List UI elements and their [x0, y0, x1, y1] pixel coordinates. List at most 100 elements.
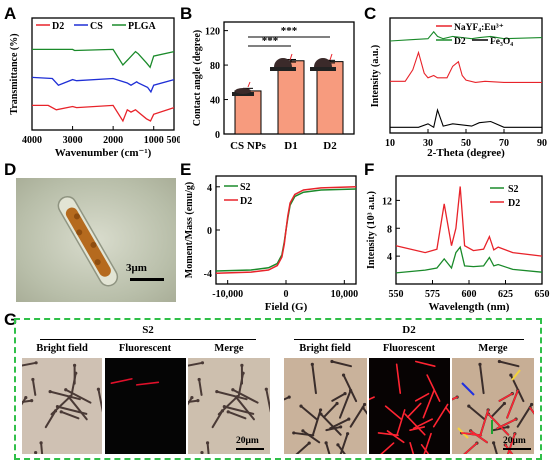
ytick-label: 40: [210, 96, 220, 107]
rod: [339, 432, 349, 454]
panel-c-legend: NaYF₄:Eu³⁺ D2 Fe₃O₄: [436, 23, 513, 47]
legend-f-d2: D2: [508, 198, 520, 209]
rod-head: [506, 425, 510, 429]
rod: [49, 390, 81, 401]
legend-plga: PLGA: [128, 21, 157, 32]
scalebar-s2: [236, 448, 264, 450]
rod-head: [264, 387, 268, 391]
rod: [237, 372, 245, 397]
micrograph-d2-bright: [284, 358, 367, 454]
ytick-label: 120: [205, 27, 220, 38]
rod: [422, 389, 435, 419]
rod: [445, 407, 450, 415]
rod-head: [301, 429, 305, 433]
rod-head: [24, 395, 28, 400]
group-rule-d2: [294, 339, 524, 340]
legend-e-d2: D2: [240, 196, 252, 207]
rod: [377, 432, 399, 437]
rod: [492, 441, 498, 454]
rod: [295, 442, 311, 454]
bar-cs-nps: [234, 90, 262, 135]
ytick-label: -4: [204, 269, 212, 280]
panel-f-emission-chart: Intensity (10³ a.u.) Wavelength (nm) 4 8 1…: [366, 175, 550, 313]
rod-head: [64, 388, 68, 392]
rod: [60, 410, 80, 420]
panel-e-legend: S2 D2: [224, 182, 252, 207]
panel-e-xticks: -10,000 0 10,000: [212, 280, 358, 300]
category-label: D1: [284, 140, 297, 152]
panel-e-ylabel: Moment/Mass (emu/g): [184, 182, 195, 278]
rod: [44, 409, 57, 429]
group-header-d2: D2: [402, 324, 416, 336]
rod: [188, 361, 204, 367]
rod-head: [241, 371, 245, 375]
rod-head: [34, 451, 38, 454]
panel-e-series: [215, 186, 357, 274]
rod: [478, 363, 485, 395]
rod: [414, 392, 430, 402]
rod: [135, 381, 160, 386]
rod: [415, 360, 436, 367]
xtick-label: 90: [537, 138, 547, 149]
rod: [384, 405, 403, 421]
droplet-images: [232, 53, 336, 96]
arrow-blue: [461, 382, 475, 396]
micrograph-d2-merge: [452, 358, 534, 454]
series-line-cs: [31, 76, 175, 94]
droplet-d1: [270, 53, 296, 71]
panel-f-legend: S2 D2: [490, 184, 520, 209]
rod-head: [240, 363, 244, 367]
ytick-label: 80: [210, 61, 220, 72]
category-label: D2: [323, 140, 337, 152]
rod-head: [200, 451, 204, 454]
rod-head: [200, 361, 205, 365]
panel-a-ylabel: Transmittance (%): [9, 33, 20, 114]
rod-head: [363, 402, 367, 407]
rod: [31, 378, 37, 396]
rod-head: [502, 401, 506, 406]
droplet-cs-nps: [232, 81, 254, 96]
ytick-label: 0: [207, 226, 212, 237]
scalebar-d2: [503, 448, 531, 450]
rod-head: [336, 443, 340, 447]
rod-head: [324, 441, 328, 445]
rod: [110, 378, 133, 384]
panel-b-contact-angle-chart: Contact angle (degree) 0 40 80 120 CS NPs D1…: [192, 21, 355, 152]
rod-head: [48, 390, 52, 394]
rod: [215, 390, 248, 401]
panel-c-series: [389, 30, 543, 129]
panel-b-significance: *** ***: [248, 25, 330, 47]
bar-d2: [316, 61, 344, 135]
rod: [50, 395, 72, 416]
rod: [529, 407, 534, 415]
rod: [312, 408, 322, 436]
rod: [395, 363, 402, 394]
rod: [479, 409, 489, 436]
xtick-label: 70: [499, 138, 509, 149]
series-line-plga: [32, 48, 175, 69]
rod: [40, 441, 44, 454]
rod: [68, 396, 88, 421]
series-line-s2: [395, 245, 543, 274]
rod: [325, 441, 331, 454]
rod-head: [339, 425, 343, 429]
rod-head: [68, 394, 72, 399]
rod-head: [215, 390, 219, 394]
rod: [97, 388, 102, 413]
droplet-d2: [310, 53, 336, 71]
panel-b-ylabel: Contact angle (degree): [192, 30, 203, 126]
scalebar-label-s2: 20μm: [236, 436, 259, 446]
rod: [22, 396, 27, 406]
rod: [198, 378, 203, 396]
rod-head: [205, 441, 210, 445]
rod: [504, 444, 514, 454]
rod-head: [96, 387, 101, 391]
micrograph-s2-bright: [22, 358, 102, 454]
xtick-label: 3000: [63, 135, 83, 146]
rod: [300, 405, 319, 421]
rod: [231, 388, 259, 404]
rod: [460, 432, 482, 437]
xtick-label: 1000: [144, 135, 164, 146]
rod-head: [59, 410, 63, 414]
